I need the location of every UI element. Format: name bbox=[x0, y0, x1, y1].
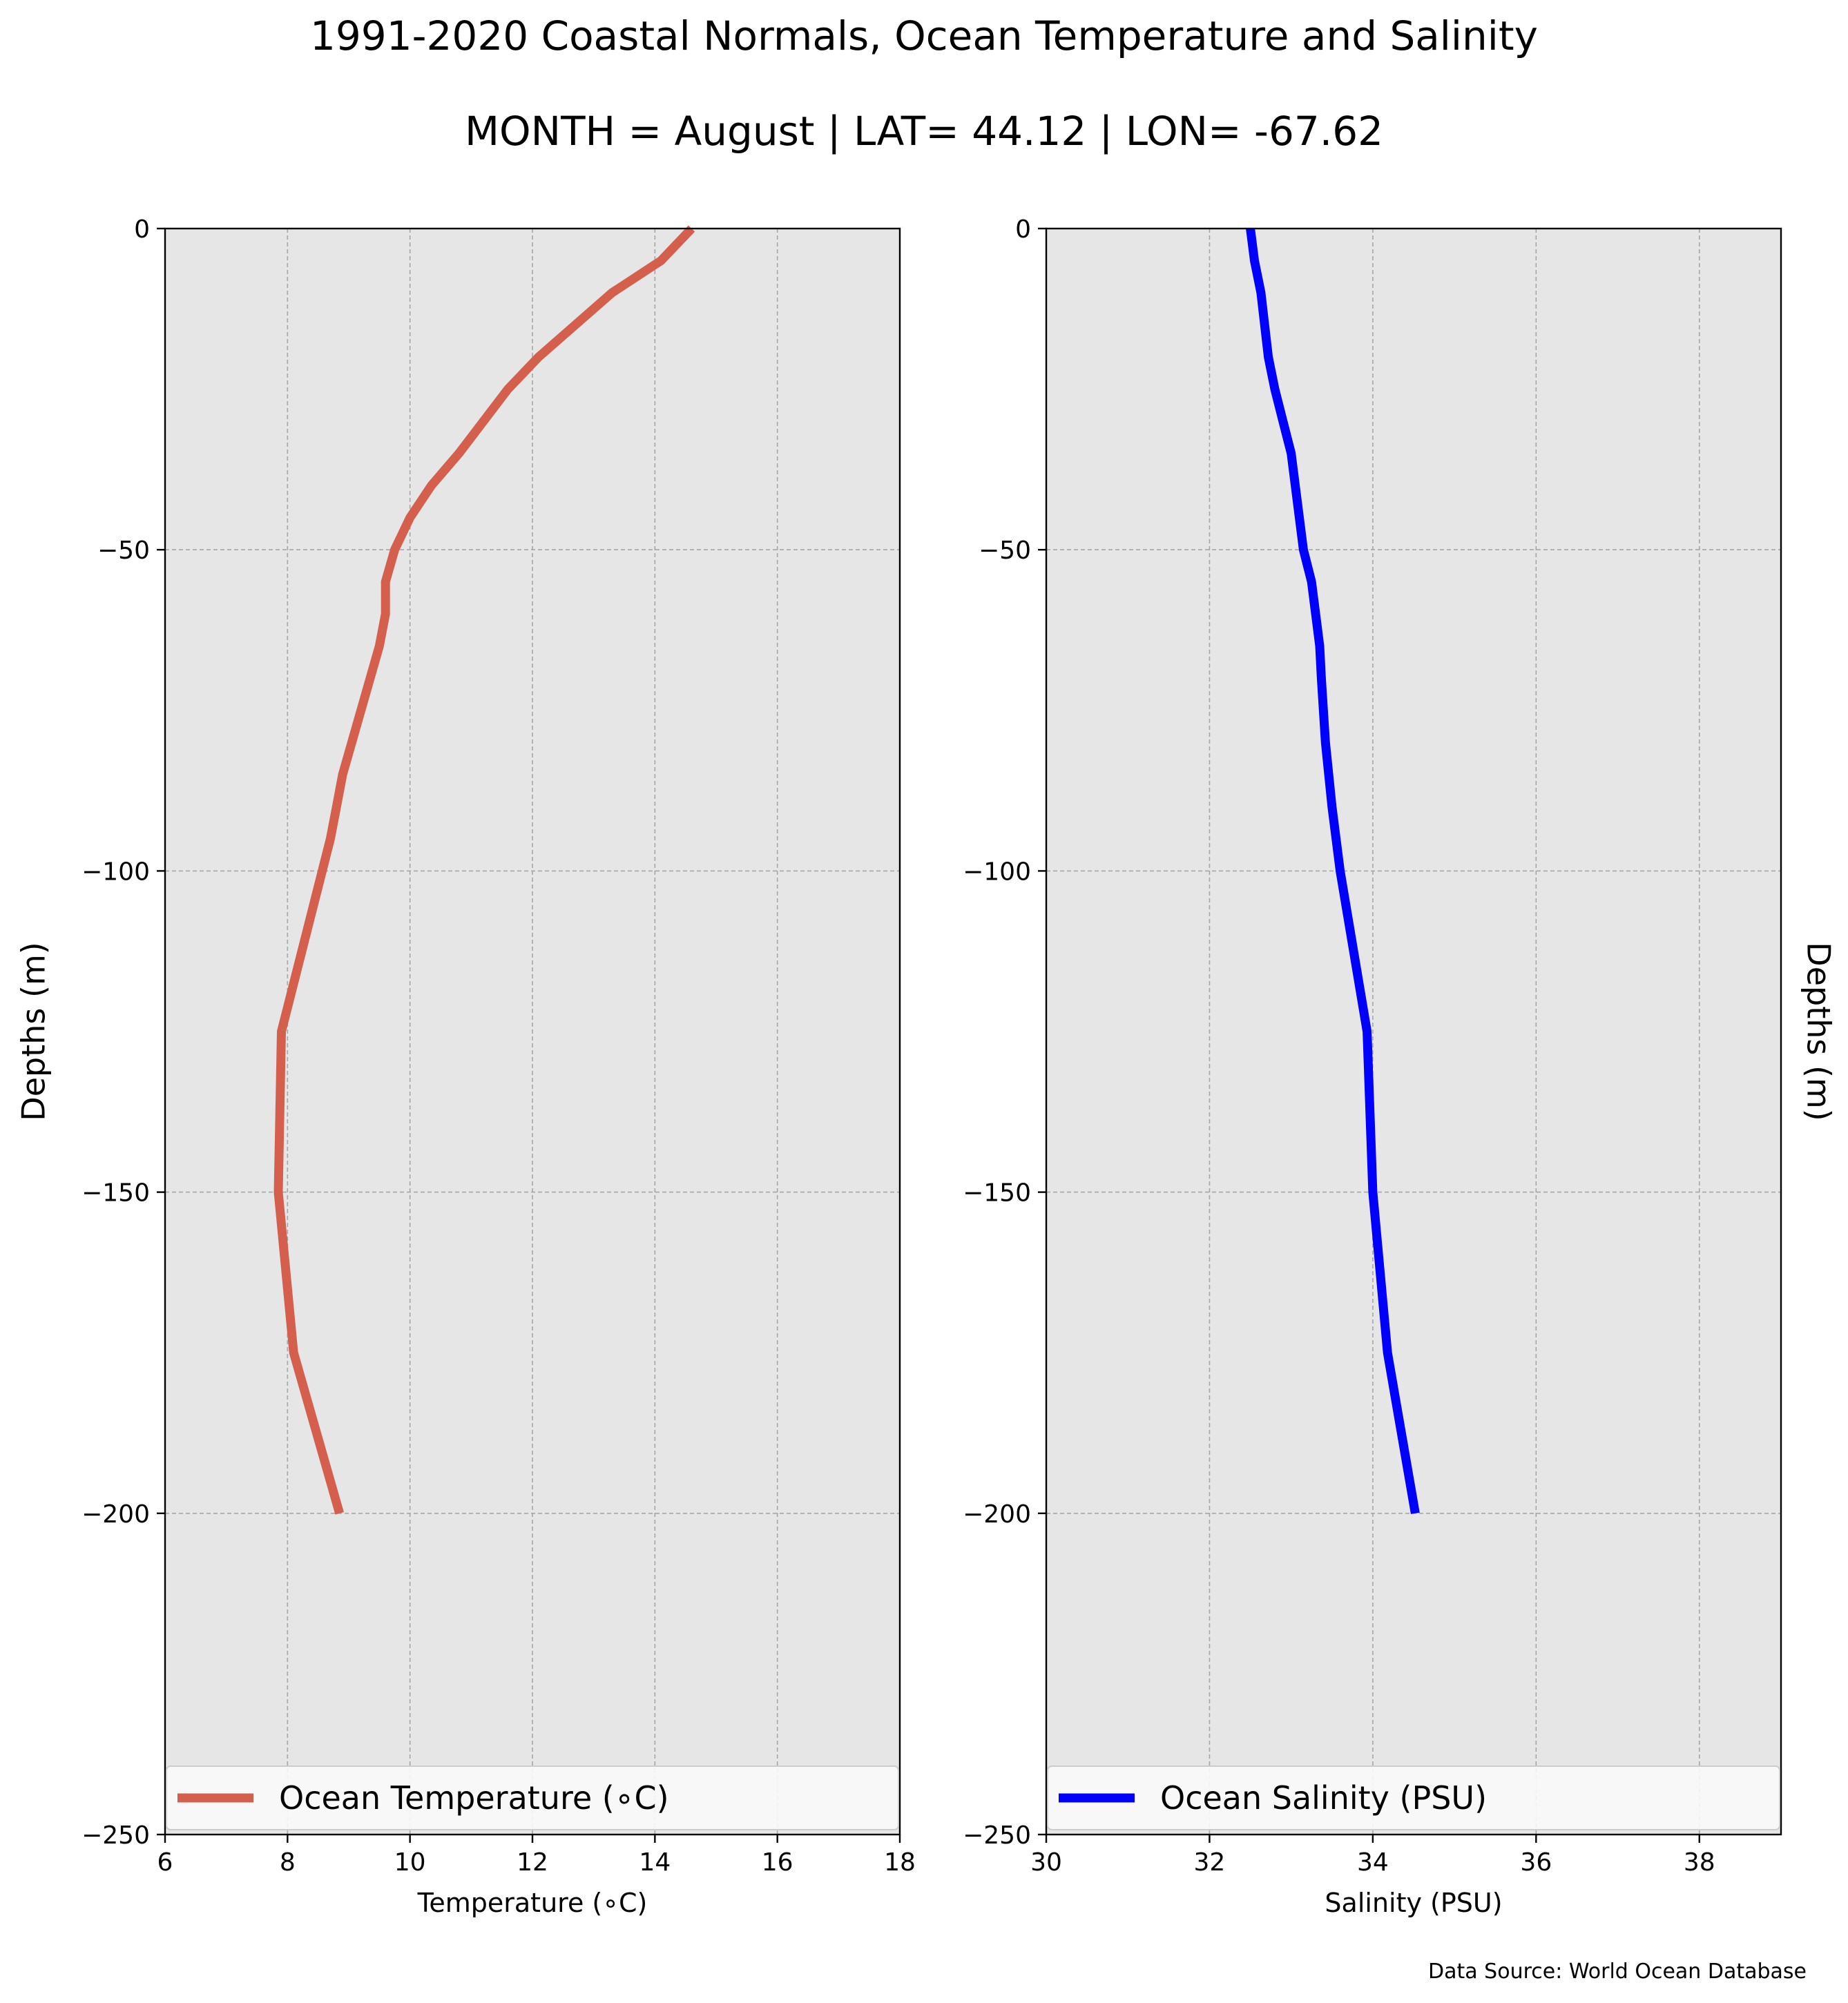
salinity-y-tick-label: −250 bbox=[963, 1821, 1031, 1850]
salinity-legend-label: Ocean Salinity (PSU) bbox=[1160, 1779, 1487, 1817]
salinity-y-tick-label: 0 bbox=[1015, 215, 1031, 244]
temperature-y-tick-label: −200 bbox=[81, 1500, 150, 1529]
salinity-y-tick-label: −50 bbox=[979, 536, 1031, 565]
temperature-x-tick-label: 16 bbox=[762, 1848, 793, 1877]
temperature-legend-box bbox=[166, 1765, 899, 1830]
salinity-plot-area bbox=[1046, 229, 1781, 1835]
temperature-y-tick-label: −150 bbox=[81, 1179, 150, 1208]
temperature-x-tick-label: 12 bbox=[517, 1848, 548, 1877]
salinity-x-tick-label: 34 bbox=[1357, 1848, 1389, 1877]
temperature-series-line bbox=[273, 225, 695, 1515]
salinity-x-tick-label: 30 bbox=[1030, 1848, 1062, 1877]
temperature-x-tick-label: 8 bbox=[280, 1848, 296, 1877]
salinity-legend-box bbox=[1047, 1765, 1780, 1830]
temperature-y-tick-label: −50 bbox=[97, 536, 150, 565]
data-source-note: Data Source: World Ocean Database bbox=[1428, 1960, 1807, 1984]
temperature-legend-label: Ocean Temperature (∘C) bbox=[279, 1779, 669, 1817]
salinity-y-tick-label: −100 bbox=[963, 858, 1031, 886]
temperature-x-tick-label: 6 bbox=[157, 1848, 173, 1877]
salinity-axes-frame bbox=[1045, 227, 1782, 1836]
salinity-legend: Ocean Salinity (PSU) bbox=[1047, 1765, 1780, 1830]
temperature-plot: 6 8 10 12 14 16 18 0 −50 −100 −150 −200 −250 Temperat… bbox=[15, 215, 916, 1918]
temperature-y-tick-label: −250 bbox=[81, 1821, 150, 1850]
temperature-x-tick-label: 18 bbox=[884, 1848, 916, 1877]
salinity-y-tick-label: −150 bbox=[963, 1179, 1031, 1208]
salinity-y-tick-label: −200 bbox=[963, 1500, 1031, 1529]
salinity-plot: 30 32 34 36 38 0 −50 −100 −150 −200 −250 Salinity (… bbox=[963, 215, 1837, 1918]
chart-title: 1991-2020 Coastal Normals, Ocean Tempera… bbox=[310, 12, 1538, 59]
temperature-y-tick-label: −100 bbox=[81, 858, 150, 886]
temperature-x-tick-label: 14 bbox=[639, 1848, 671, 1877]
salinity-y-axis-label: Depths (m) bbox=[1800, 942, 1838, 1121]
salinity-x-axis-label: Salinity (PSU) bbox=[1325, 1888, 1502, 1918]
salinity-x-tick-label: 38 bbox=[1684, 1848, 1715, 1877]
salinity-series-line bbox=[1246, 228, 1420, 1514]
salinity-x-tick-label: 36 bbox=[1520, 1848, 1552, 1877]
salinity-x-tick-label: 32 bbox=[1194, 1848, 1226, 1877]
temperature-x-tick-label: 10 bbox=[394, 1848, 426, 1877]
temperature-y-axis-label: Depths (m) bbox=[15, 942, 52, 1121]
chart-subtitle: MONTH = August | LAT= 44.12 | LON= -67.6… bbox=[464, 108, 1383, 155]
temperature-x-axis-label: Temperature (∘C) bbox=[417, 1888, 648, 1918]
temperature-y-tick-label: 0 bbox=[134, 215, 150, 244]
temperature-legend: Ocean Temperature (∘C) bbox=[166, 1765, 899, 1830]
